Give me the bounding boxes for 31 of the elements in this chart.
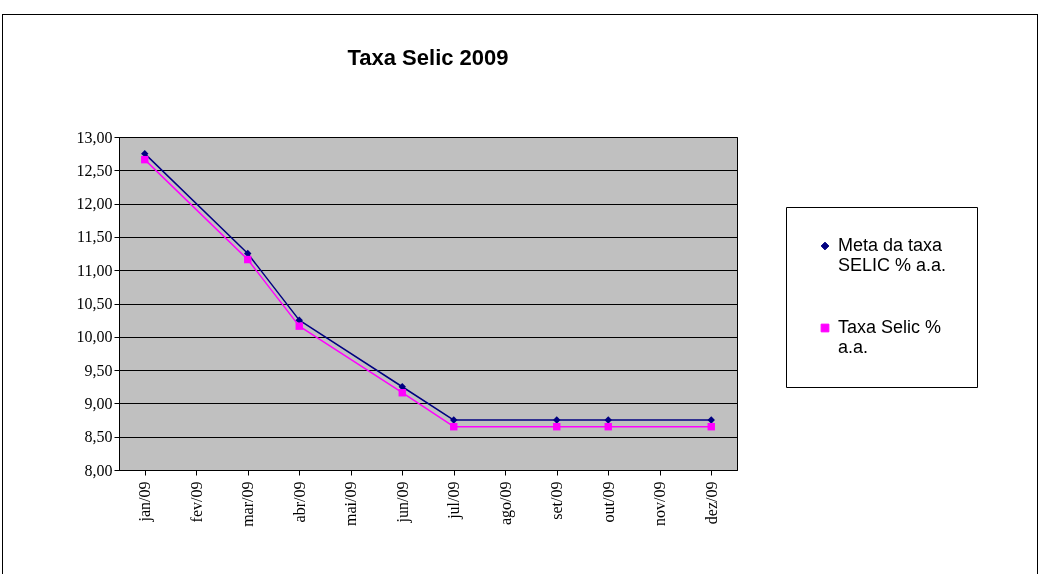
- y-tick-label: 11,50: [77, 228, 113, 246]
- y-tick-label: 10,00: [76, 328, 113, 346]
- point: [707, 416, 715, 424]
- y-tick-label: 12,50: [76, 161, 113, 179]
- x-tick-label: mar/09: [239, 481, 257, 527]
- y-tick-label: 9,50: [84, 361, 113, 379]
- point: [450, 416, 458, 424]
- x-tick-label: out/09: [599, 481, 617, 523]
- x-tick-label: jan/09: [136, 481, 155, 523]
- point: [604, 416, 612, 424]
- chart-title: Taxa Selic 2009: [347, 45, 509, 70]
- x-tick-label: set/09: [548, 481, 566, 520]
- x-tick-label: ago/09: [496, 481, 515, 526]
- x-tick-label: fev/09: [187, 481, 205, 523]
- y-tick-label: 13,00: [76, 128, 113, 146]
- x-tick-label: mai/09: [342, 481, 360, 526]
- point: [553, 416, 561, 424]
- x-tick-label: dez/09: [702, 481, 720, 525]
- x-tick-label: jul/09: [445, 481, 464, 520]
- y-tick-label: 8,00: [84, 461, 113, 479]
- legend-label: Taxa Selic % a.a.: [838, 317, 942, 357]
- legend-label: Meta da taxa SELIC % a.a.: [838, 235, 947, 275]
- point: [295, 322, 303, 330]
- y-tick-label: 8,50: [84, 428, 113, 446]
- x-tick-label: jun/09: [393, 481, 412, 524]
- y-tick-label: 10,50: [76, 295, 113, 312]
- y-tick-label: 12,00: [76, 195, 113, 213]
- x-tick-label: nov/09: [651, 481, 669, 526]
- x-tick-label: abr/09: [290, 481, 308, 523]
- y-tick-label: 9,00: [84, 394, 113, 412]
- y-tick-label: 11,00: [77, 261, 113, 279]
